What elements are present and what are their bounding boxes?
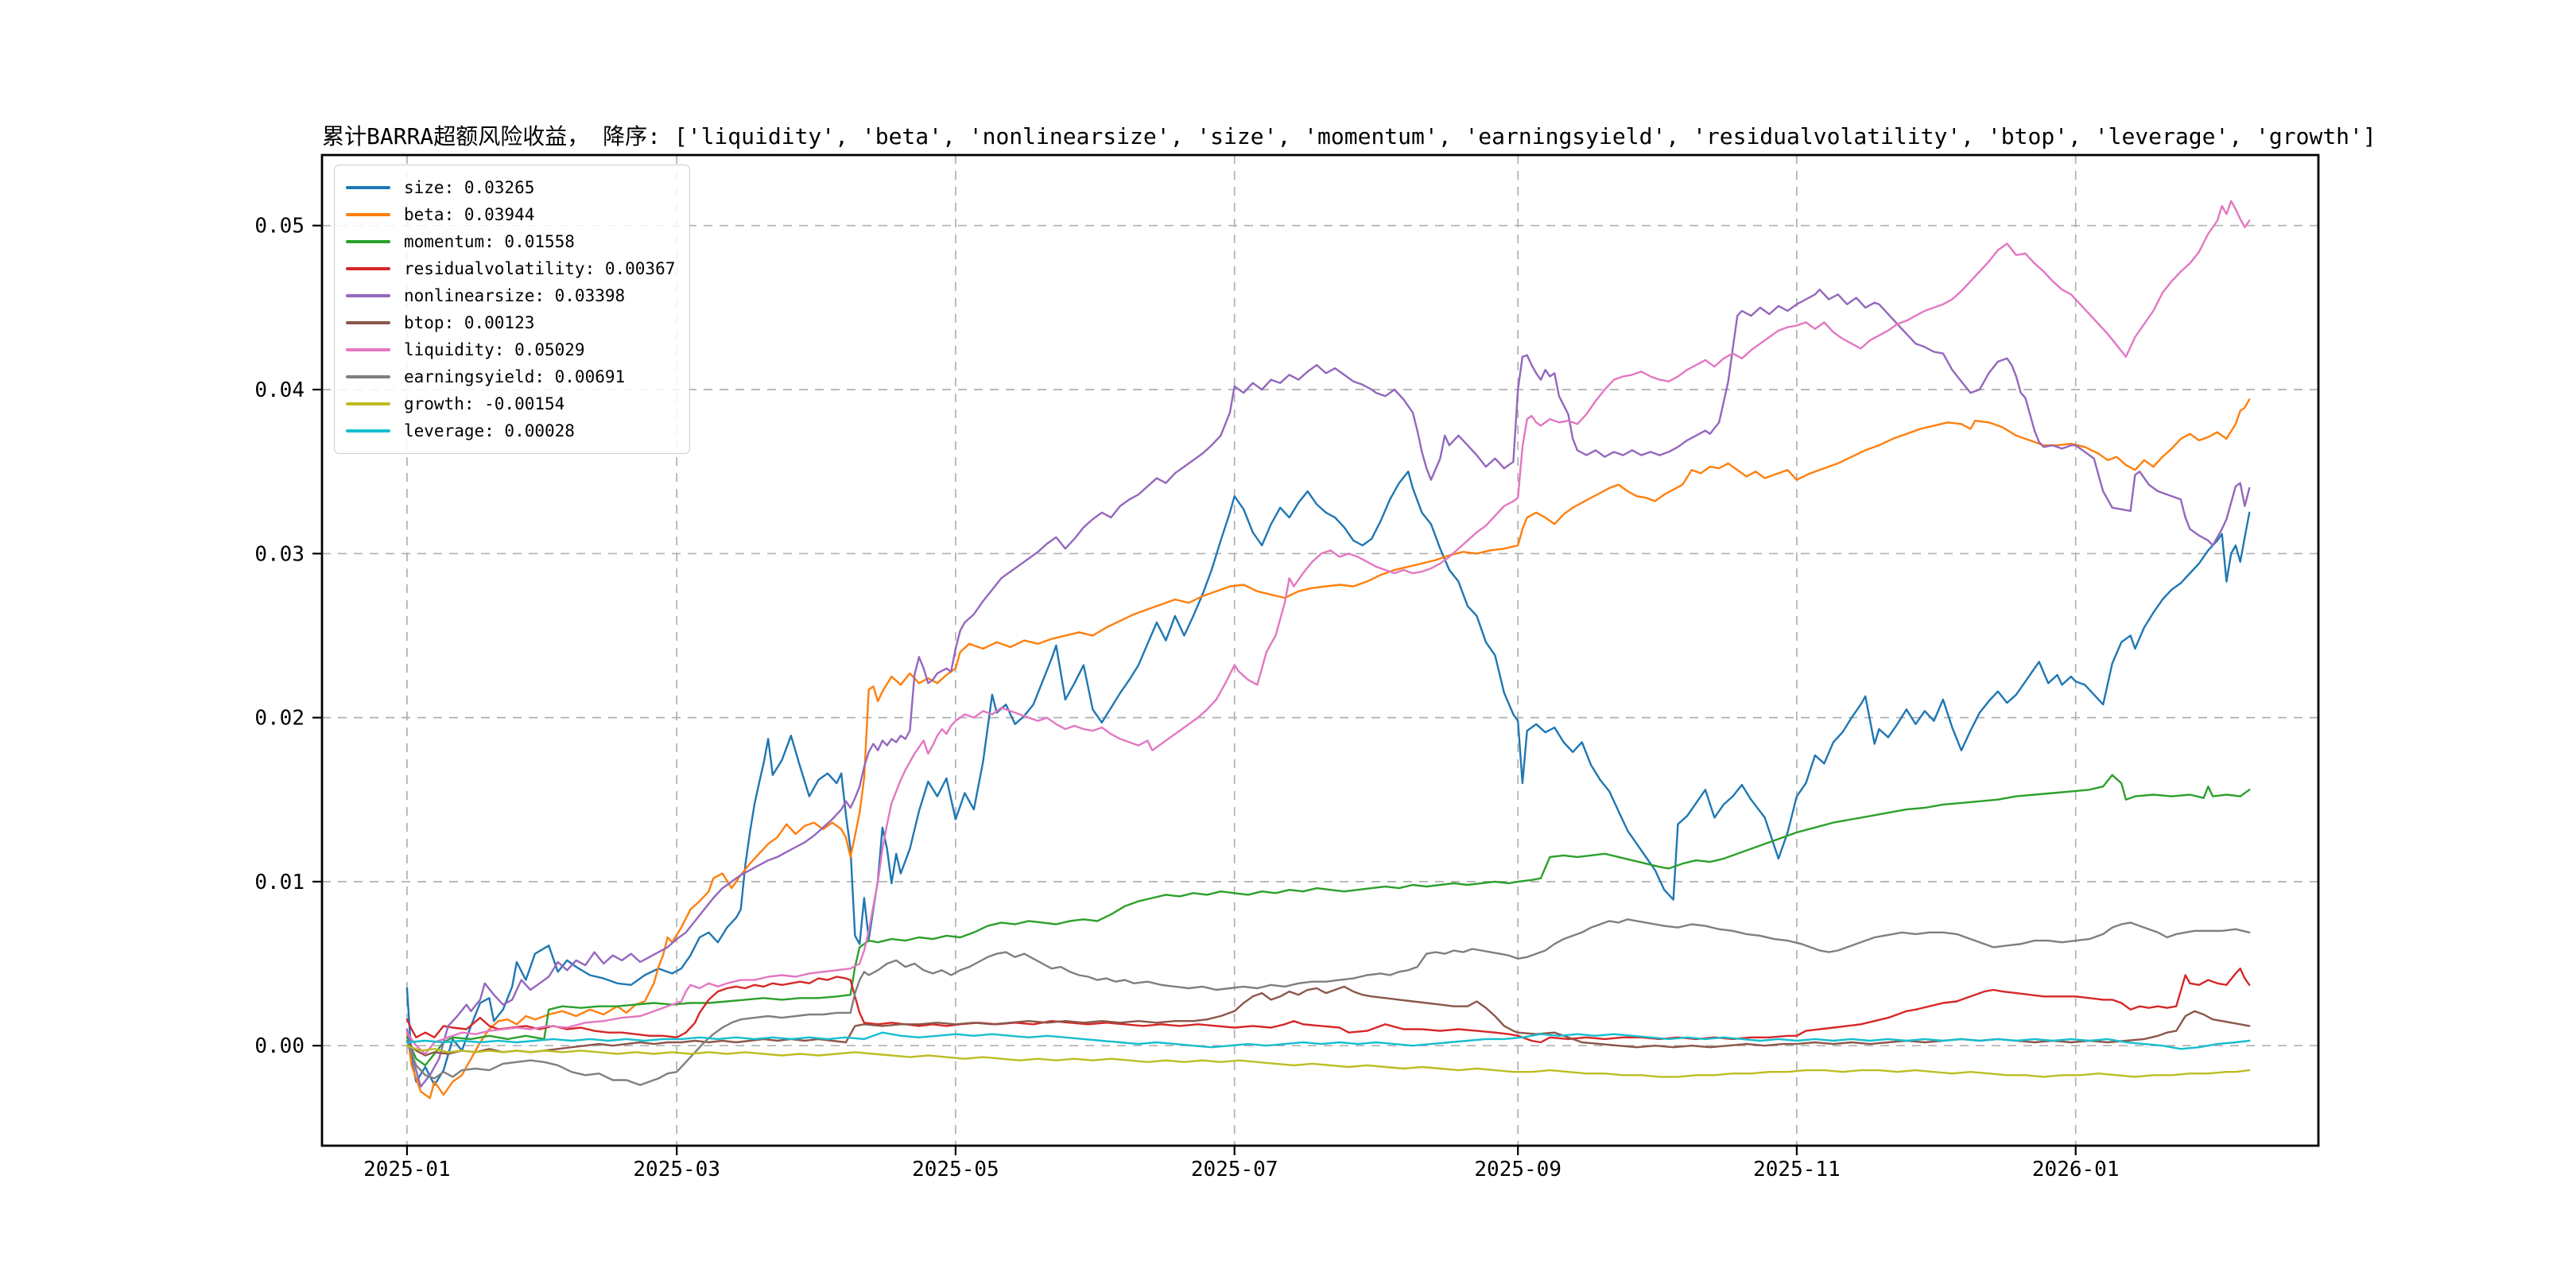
legend-label-leverage: leverage: 0.00028 [404,421,575,440]
y-tick-label: 0.00 [254,1034,305,1058]
series-line-beta [405,398,2251,1100]
legend-item-growth: growth: -0.00154 [346,390,675,417]
legend-line-swatch-leverage [346,429,390,433]
legend-label-earningsyield: earningsyield: 0.00691 [404,367,626,386]
legend-item-size: size: 0.03265 [346,174,675,201]
x-tick-label: 2025-09 [1474,1158,1562,1181]
plot-frame [320,153,2320,1147]
series-line-growth [405,1044,2251,1078]
series-line-liquidity [405,200,2251,1055]
legend-item-beta: beta: 0.03944 [346,201,675,228]
series-line-residualvolatility [405,967,2251,1044]
x-tick-label: 2025-05 [912,1158,999,1181]
y-tick-label: 0.01 [254,871,305,894]
legend-label-size: size: 0.03265 [404,178,535,197]
legend-item-leverage: leverage: 0.00028 [346,417,675,444]
legend-item-btop: btop: 0.00123 [346,309,675,336]
legend-label-growth: growth: -0.00154 [404,394,565,413]
legend-item-residualvolatility: residualvolatility: 0.00367 [346,255,675,282]
legend-item-momentum: momentum: 0.01558 [346,228,675,255]
legend-line-swatch-btop [346,321,390,324]
x-tick-label: 2025-11 [1753,1158,1841,1181]
legend-line-swatch-earningsyield [346,375,390,378]
legend-item-earningsyield: earningsyield: 0.00691 [346,363,675,390]
x-tick-label: 2025-03 [633,1158,720,1181]
legend-line-swatch-momentum [346,240,390,243]
y-tick-label: 0.05 [254,215,305,239]
legend-line-swatch-growth [346,402,390,405]
legend: size: 0.03265 beta: 0.03944 momentum: 0.01… [334,165,691,454]
series-line-momentum [405,774,2251,1067]
x-tick-label: 2025-01 [363,1158,451,1181]
legend-item-liquidity: liquidity: 0.05029 [346,336,675,363]
series-line-size [405,470,2251,1086]
series-line-earningsyield [405,918,2251,1086]
y-tick-label: 0.03 [254,542,305,566]
legend-item-nonlinearsize: nonlinearsize: 0.03398 [346,282,675,309]
legend-label-beta: beta: 0.03944 [404,205,535,224]
legend-line-swatch-residualvolatility [346,267,390,270]
chart-title: 累计BARRA超额风险收益， 降序: ['liquidity', 'beta',… [322,123,2376,149]
legend-label-liquidity: liquidity: 0.05029 [404,340,585,359]
legend-label-nonlinearsize: nonlinearsize: 0.03398 [404,286,626,305]
legend-label-momentum: momentum: 0.01558 [404,232,575,251]
y-tick-label: 0.04 [254,378,305,402]
series-line-nonlinearsize [405,289,2251,1088]
legend-label-btop: btop: 0.00123 [404,313,535,332]
series-line-leverage [405,1031,2251,1050]
legend-line-swatch-size [346,186,390,189]
legend-line-swatch-beta [346,213,390,216]
x-tick-label: 2026-01 [2032,1158,2120,1181]
legend-label-residualvolatility: residualvolatility: 0.00367 [404,259,676,278]
x-tick-label: 2025-07 [1191,1158,1278,1181]
legend-line-swatch-liquidity [346,348,390,351]
y-tick-label: 0.02 [254,707,305,731]
legend-line-swatch-nonlinearsize [346,294,390,297]
